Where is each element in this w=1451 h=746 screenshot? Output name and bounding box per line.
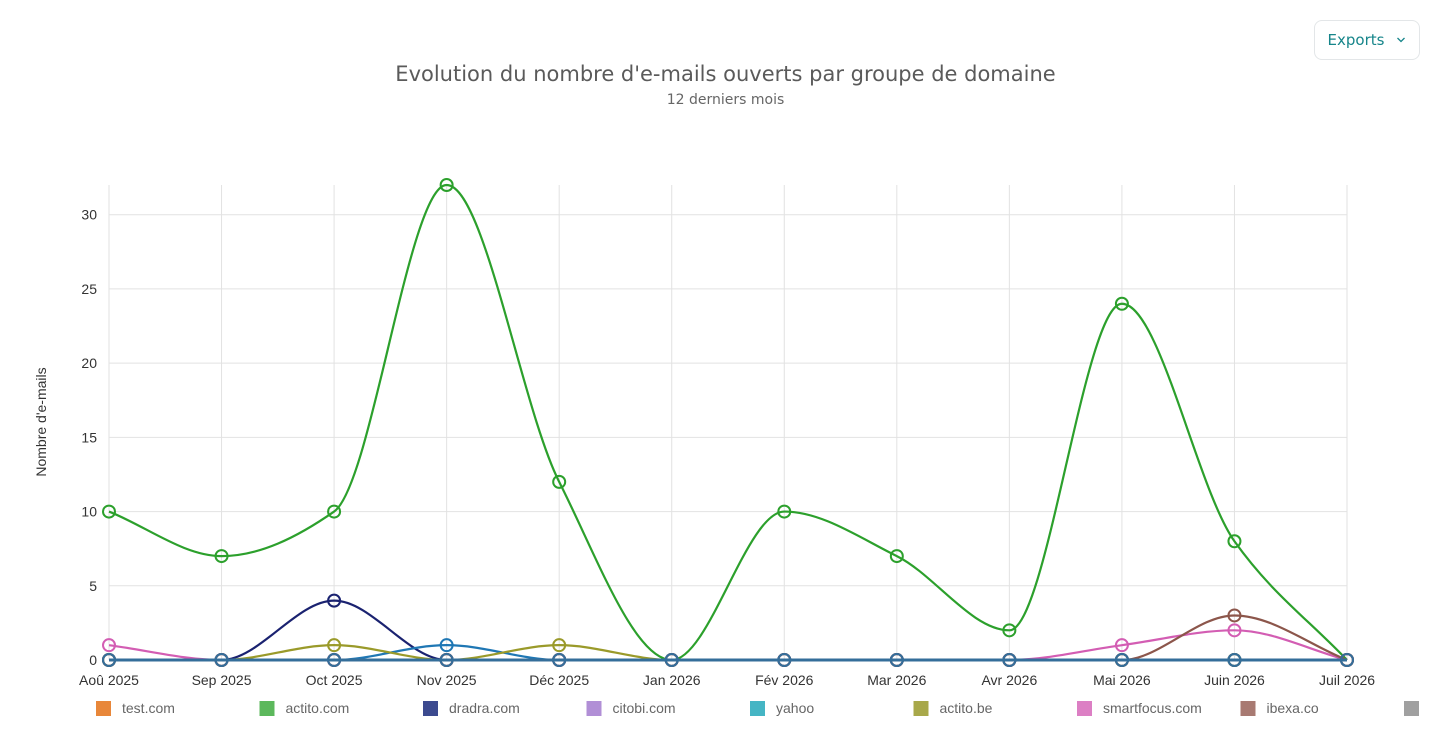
chevron-down-icon [1397, 37, 1406, 43]
series-group [102, 638, 1354, 667]
x-tick-label: Déc 2025 [529, 672, 589, 688]
x-tick-label: Mar 2026 [867, 672, 926, 688]
data-point [552, 638, 567, 653]
series-group [102, 638, 1354, 667]
data-point [102, 504, 116, 519]
legend-label: yahoo [776, 700, 814, 716]
legend-label: actito.be [940, 700, 993, 716]
exports-label: Exports [1327, 31, 1385, 49]
x-tick-label: Avr 2026 [981, 672, 1037, 688]
series-line [109, 599, 1347, 662]
y-axis-title: Nombre d'e-mails [33, 367, 49, 476]
y-tick-label: 0 [89, 652, 97, 668]
data-point [102, 653, 116, 667]
y-tick-label: 10 [81, 504, 97, 520]
data-point [552, 653, 567, 667]
y-tick-label: 5 [89, 578, 97, 594]
data-point [327, 504, 342, 519]
data-point [1002, 623, 1017, 638]
y-tick-label: 30 [81, 207, 97, 223]
grid-lines [108, 185, 1348, 661]
x-tick-label: Sep 2025 [192, 672, 252, 688]
legend-swatch [259, 701, 275, 716]
legend-swatch [586, 701, 602, 716]
data-point [1227, 653, 1242, 667]
legend-label: citobi.com [613, 700, 676, 716]
x-tick-label: Juil 2026 [1319, 672, 1375, 688]
data-point [1227, 623, 1242, 638]
x-tick-label: Jan 2026 [643, 672, 701, 688]
series-line [108, 629, 1348, 662]
series-group [102, 178, 1354, 667]
x-tick-label: Oct 2025 [306, 672, 363, 688]
data-point [889, 549, 904, 564]
x-tick-label: Nov 2025 [417, 672, 477, 688]
legend-label: dradra.com [449, 700, 520, 716]
data-point [1114, 653, 1129, 667]
legend-label: smartfocus.com [1103, 700, 1202, 716]
data-point [1227, 608, 1242, 623]
data-point [102, 638, 116, 653]
exports-button[interactable]: Exports [1314, 20, 1420, 60]
legend-label: test.com [122, 700, 175, 716]
data-point [777, 653, 792, 667]
data-point [552, 474, 567, 489]
legend-swatch [1404, 701, 1419, 716]
data-point [1114, 296, 1129, 311]
data-point [327, 638, 342, 653]
legend-label: actito.com [286, 700, 350, 716]
data-point [327, 593, 342, 608]
data-point [777, 504, 792, 519]
series-lines [102, 178, 1354, 667]
legend-swatch [96, 701, 111, 716]
series-group [102, 653, 1354, 667]
data-point [214, 653, 229, 667]
legend: test.com actito.com dradra.com citobi.com ya… [96, 700, 1419, 716]
legend-swatch [913, 701, 929, 716]
legend-swatch [1077, 701, 1092, 716]
legend-swatch [423, 701, 438, 716]
data-point [1227, 534, 1242, 549]
legend-swatch [1240, 701, 1256, 716]
x-tick-label: Mai 2026 [1093, 672, 1151, 688]
data-point [327, 653, 342, 667]
x-tick-label: Aoû 2025 [79, 672, 139, 688]
chart-title: Evolution du nombre d'e-mails ouverts pa… [395, 62, 1056, 86]
chart-subtitle: 12 derniers mois [666, 92, 785, 108]
data-point [439, 638, 454, 653]
data-point [1002, 653, 1017, 667]
y-tick-label: 15 [81, 429, 97, 445]
data-point [439, 178, 454, 192]
series-line [108, 183, 1348, 662]
y-tick-label: 25 [81, 281, 97, 297]
data-point [439, 653, 454, 667]
data-point [889, 653, 904, 667]
series-group [102, 593, 1354, 667]
data-point [1340, 653, 1354, 667]
x-ticks: Aoû 2025 Sep 2025 Oct 2025 Nov 2025 Déc 2025… [79, 672, 1375, 688]
x-tick-label: Juin 2026 [1204, 672, 1265, 688]
data-point [1114, 638, 1129, 653]
data-point [664, 653, 679, 667]
data-point [214, 549, 229, 564]
y-ticks: 0 5 10 15 20 25 30 [81, 207, 97, 668]
x-tick-label: Fév 2026 [755, 672, 814, 688]
legend-swatch [750, 701, 765, 716]
y-tick-label: 20 [81, 355, 97, 371]
legend-label: ibexa.co [1267, 700, 1319, 716]
